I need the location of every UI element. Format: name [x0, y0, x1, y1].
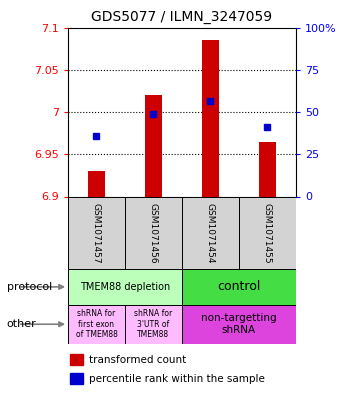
Text: GSM1071456: GSM1071456 — [149, 202, 158, 263]
Title: GDS5077 / ILMN_3247059: GDS5077 / ILMN_3247059 — [91, 10, 272, 24]
Bar — [70, 354, 83, 365]
Text: GSM1071454: GSM1071454 — [206, 203, 215, 263]
Bar — [239, 196, 296, 269]
Bar — [70, 373, 83, 384]
Bar — [182, 305, 296, 344]
Bar — [145, 95, 162, 196]
Bar — [68, 196, 125, 269]
Text: protocol: protocol — [7, 282, 52, 292]
Text: non-targetting
shRNA: non-targetting shRNA — [201, 314, 277, 335]
Text: shRNA for
first exon
of TMEM88: shRNA for first exon of TMEM88 — [75, 309, 117, 339]
Bar — [182, 269, 296, 305]
Text: shRNA for
3'UTR of
TMEM88: shRNA for 3'UTR of TMEM88 — [134, 309, 172, 339]
Bar — [202, 40, 219, 196]
Text: GSM1071455: GSM1071455 — [263, 202, 272, 263]
Text: GSM1071457: GSM1071457 — [92, 202, 101, 263]
Bar — [125, 196, 182, 269]
Bar — [125, 305, 182, 344]
Bar — [182, 196, 239, 269]
Bar — [259, 141, 276, 196]
Text: percentile rank within the sample: percentile rank within the sample — [88, 374, 265, 384]
Bar — [88, 171, 105, 196]
Bar — [68, 305, 125, 344]
Bar — [68, 269, 182, 305]
Text: control: control — [217, 280, 260, 294]
Text: other: other — [7, 319, 36, 329]
Text: transformed count: transformed count — [88, 355, 186, 365]
Text: TMEM88 depletion: TMEM88 depletion — [80, 282, 170, 292]
